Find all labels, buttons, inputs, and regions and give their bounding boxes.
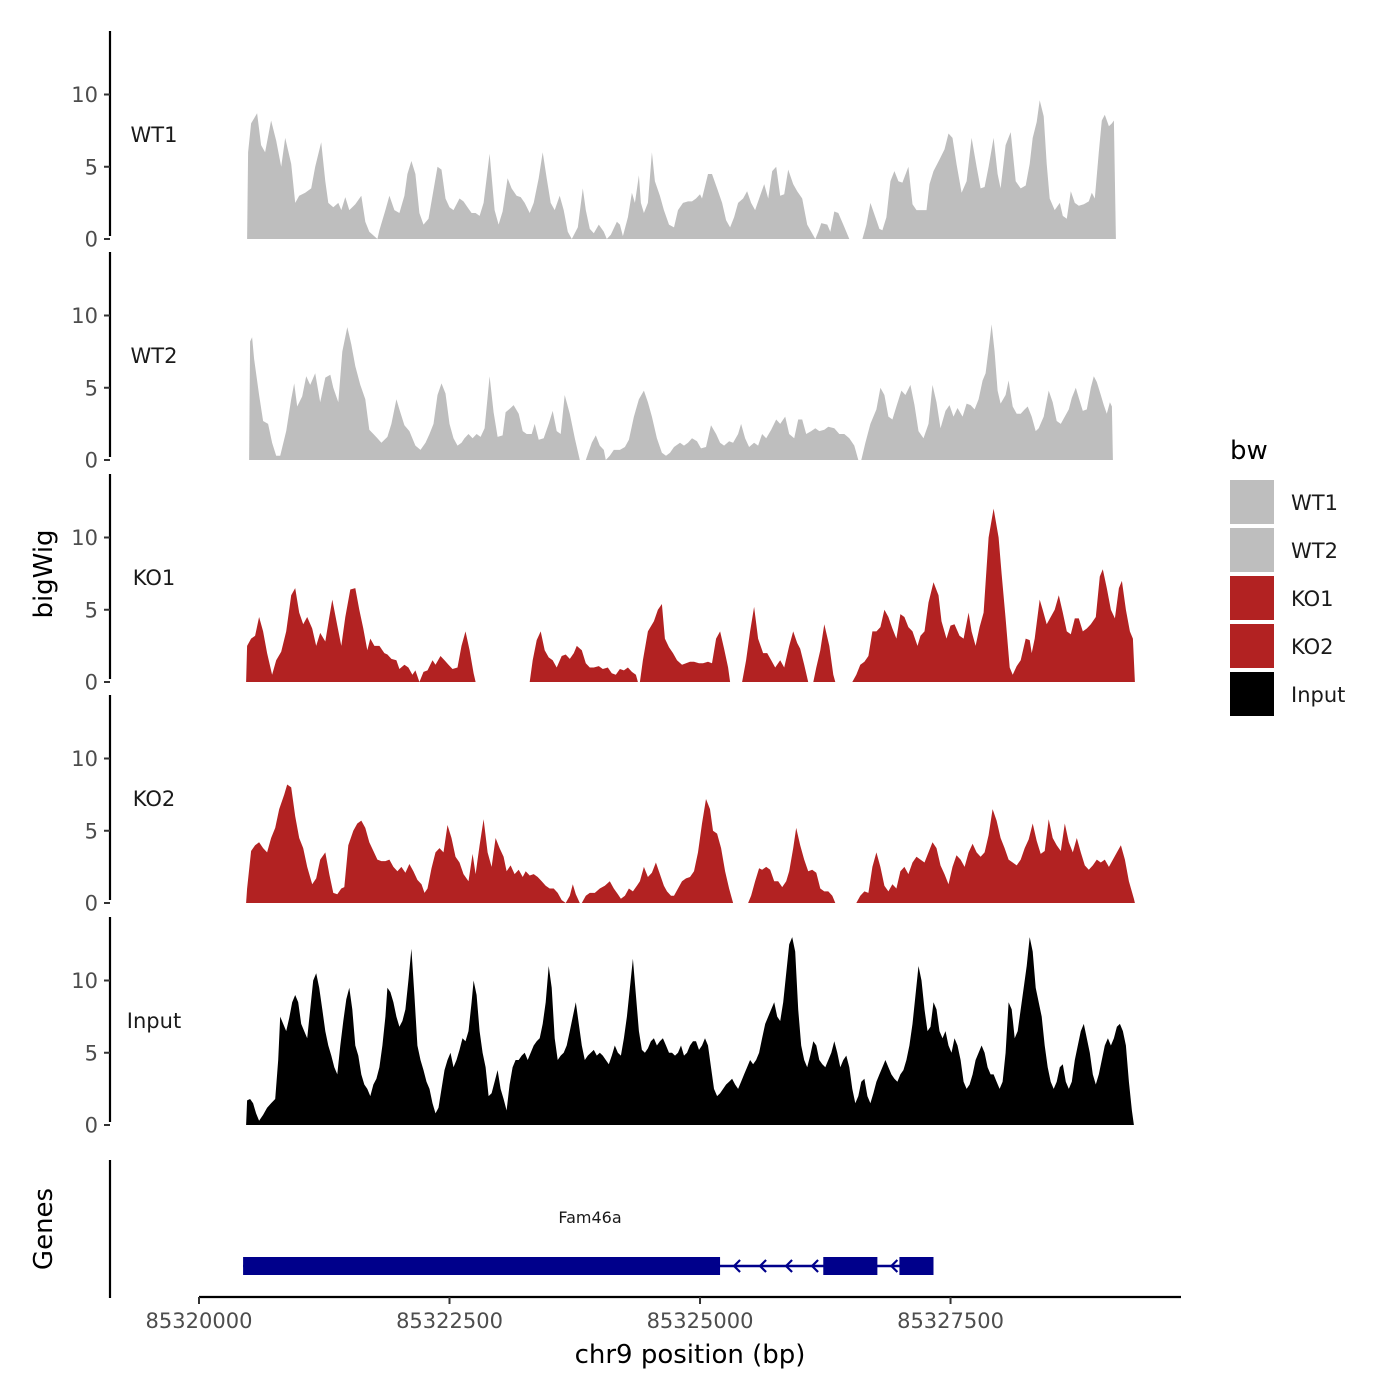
legend-key-input [1230,672,1274,716]
gene-exon-2 [823,1257,878,1275]
y-tick-label-ko1-5: 5 [85,598,98,622]
y-tick-label-ko1-10: 10 [71,526,98,550]
gene-exon-3 [899,1257,934,1275]
track-ko1: 0 5 10 KO1 [71,474,1135,695]
legend-key-ko2 [1230,624,1274,668]
area-ko1 [246,508,1135,682]
strand-arrow-icon [732,1259,741,1273]
gene-exon-1 [243,1257,721,1275]
legend-key-wt2 [1230,528,1274,572]
track-label-ko2: KO2 [133,787,176,811]
strand-arrow-icon [758,1259,767,1273]
y-tick-label-wt1-10: 10 [71,83,98,107]
x-tick-label-85327500: 85327500 [897,1309,1004,1333]
y-tick-label-input-5: 5 [85,1041,98,1065]
gene-label-fam46a: Fam46a [558,1208,621,1227]
strand-arrow-icon [784,1259,793,1273]
y-tick-label-ko2-5: 5 [85,819,98,843]
track-wt2: 0 5 10 WT2 [71,252,1113,473]
y-tick-label-ko2-10: 10 [71,747,98,771]
track-label-ko1: KO1 [133,566,176,590]
y-tick-label-wt2-5: 5 [85,376,98,400]
track-label-input: Input [127,1009,181,1033]
legend-key-wt1 [1230,480,1274,524]
strand-arrow-icon [889,1259,899,1273]
x-axis-title: chr9 position (bp) [575,1340,806,1370]
y-axis-title: bigWig [29,529,59,618]
track-wt1: 0 5 10 WT1 [71,31,1116,252]
y-tick-label-wt2-0: 0 [85,449,98,473]
genes-axis-title: Genes [29,1188,59,1270]
track-input: 0 5 10 Input [71,917,1134,1138]
legend-label-ko2: KO2 [1291,635,1334,659]
legend-label-input: Input [1291,683,1345,707]
area-input [246,937,1134,1125]
area-wt2 [249,324,1113,460]
legend-label-wt2: WT2 [1291,539,1338,563]
track-ko2: 0 5 10 KO2 [71,695,1135,916]
y-tick-label-wt1-0: 0 [85,228,98,252]
legend-title: bw [1230,436,1268,466]
y-tick-label-ko1-0: 0 [85,671,98,695]
x-tick-label-85322500: 85322500 [396,1309,503,1333]
area-wt1 [247,100,1116,239]
x-tick-label-85325000: 85325000 [647,1309,754,1333]
legend-label-ko1: KO1 [1291,587,1334,611]
track-label-wt1: WT1 [131,123,178,147]
y-tick-label-input-10: 10 [71,969,98,993]
y-tick-label-wt2-10: 10 [71,304,98,328]
area-ko2 [246,784,1135,903]
y-tick-label-wt1-5: 5 [85,155,98,179]
strand-arrow-icon [810,1259,819,1273]
y-tick-label-ko2-0: 0 [85,892,98,916]
y-tick-label-input-0: 0 [85,1114,98,1138]
track-label-wt2: WT2 [131,344,178,368]
legend-label-wt1: WT1 [1291,491,1338,515]
x-tick-label-85320000: 85320000 [146,1309,253,1333]
legend-key-ko1 [1230,576,1274,620]
gene-fam46a: Fam46a [243,1208,934,1275]
